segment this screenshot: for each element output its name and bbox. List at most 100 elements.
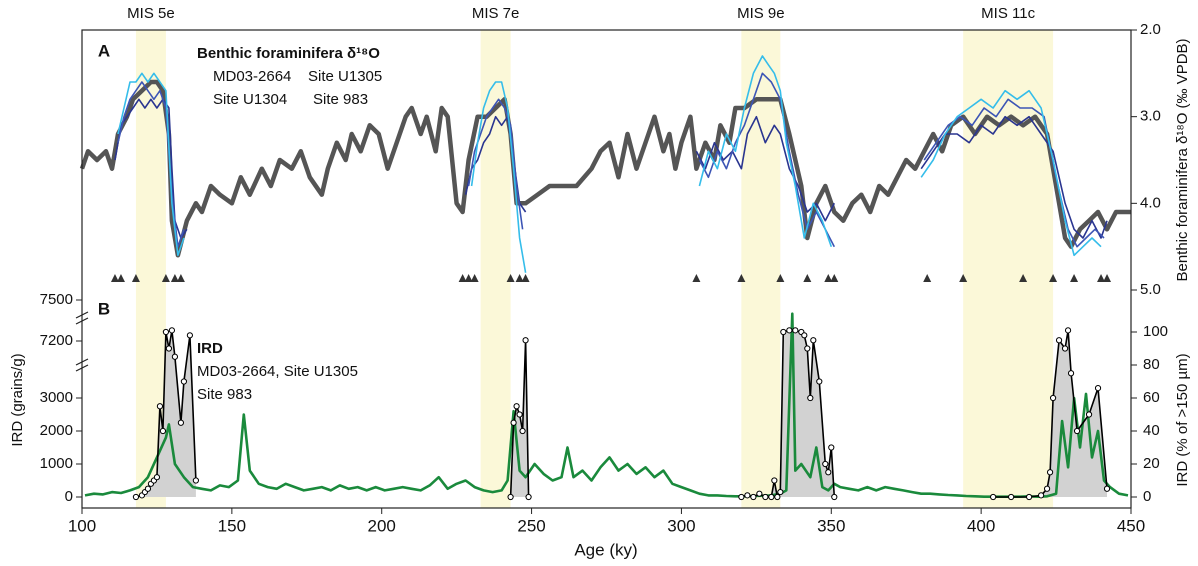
- series-line: [84, 312, 1129, 498]
- x-axis-title: Age (ky): [574, 540, 637, 559]
- marker: [828, 444, 835, 451]
- tie-point: [506, 274, 515, 282]
- marker: [153, 474, 161, 481]
- marker: [513, 403, 520, 410]
- marker: [786, 327, 793, 334]
- marker: [768, 493, 775, 501]
- frame: [81, 29, 1132, 509]
- band-label: MIS 11c: [981, 5, 1035, 22]
- marker: [825, 469, 832, 476]
- y-tick-label: 3000: [40, 389, 73, 406]
- marker: [810, 337, 817, 344]
- marker: [774, 493, 781, 501]
- marker: [519, 427, 526, 435]
- y-tick-label: 4.0: [1140, 194, 1161, 211]
- marker: [168, 327, 176, 334]
- marker: [750, 493, 757, 501]
- tie-point: [170, 274, 179, 282]
- marker: [1067, 370, 1075, 377]
- marker: [162, 328, 170, 336]
- series-line: [114, 98, 1108, 239]
- y2-tick-label: 20: [1143, 455, 1160, 472]
- x-tick-label: 200: [368, 516, 396, 535]
- tie-point: [830, 274, 839, 282]
- x-tick-label: 350: [817, 516, 845, 535]
- marker: [816, 378, 823, 385]
- tie-point: [1103, 274, 1112, 282]
- tie-point: [824, 274, 833, 282]
- band-label: MIS 5e: [127, 5, 175, 22]
- x-tick-label: 450: [1117, 516, 1145, 535]
- marker: [1043, 485, 1051, 492]
- marker: [762, 493, 769, 501]
- tie-point: [923, 274, 932, 282]
- tie-point: [464, 274, 473, 282]
- x-tick-label: 100: [68, 516, 96, 535]
- series-line: [135, 329, 1108, 498]
- tie-point: [458, 274, 467, 282]
- marker: [1055, 337, 1063, 344]
- series-line: [117, 55, 1102, 273]
- marker: [822, 460, 829, 468]
- tie-point: [110, 274, 119, 282]
- tie-point: [116, 274, 125, 282]
- marker: [777, 488, 784, 496]
- marker: [507, 493, 514, 501]
- marker: [186, 332, 193, 339]
- series-line: [117, 72, 1105, 248]
- tie-point: [1097, 274, 1106, 282]
- x-tick-label: 150: [218, 516, 246, 535]
- tie-point: [959, 274, 968, 282]
- legend-title: IRD: [197, 340, 223, 357]
- x-tick-label: 300: [667, 516, 695, 535]
- marker: [1061, 345, 1069, 352]
- y-axis-title: Benthic foraminifera δ¹⁸O (‰ VPDB): [1174, 38, 1191, 281]
- marker: [171, 353, 179, 360]
- marker: [804, 345, 811, 352]
- marker: [1103, 485, 1111, 492]
- marker: [990, 493, 997, 501]
- marker: [165, 345, 173, 352]
- tie-point: [470, 274, 479, 282]
- marker: [831, 493, 838, 501]
- marker: [780, 328, 787, 336]
- plot-area: [79, 55, 1131, 501]
- y2-tick-label: 100: [1143, 323, 1168, 340]
- marker: [771, 477, 778, 484]
- marker: [132, 493, 140, 501]
- tie-point: [161, 274, 170, 282]
- legend-entry: Site 983: [313, 91, 368, 108]
- y2-tick-label: 80: [1143, 356, 1160, 373]
- legend-entry: MD03-2664: [213, 68, 291, 85]
- tie-point: [521, 274, 530, 282]
- marker: [801, 332, 808, 339]
- tie-point: [515, 274, 524, 282]
- y-tick-label: 2.0: [1140, 21, 1161, 38]
- tie-point: [1070, 274, 1079, 282]
- marker: [192, 477, 199, 484]
- panel-label: A: [98, 41, 110, 60]
- marker: [756, 490, 763, 497]
- marker: [510, 419, 517, 426]
- tie-point: [1049, 274, 1058, 282]
- band-label: MIS 7e: [472, 5, 520, 22]
- tie-point: [803, 274, 812, 282]
- marker: [159, 427, 167, 435]
- y2-tick-label: 0: [1143, 488, 1151, 505]
- marker: [156, 403, 164, 410]
- marker: [1073, 427, 1081, 435]
- marker: [516, 411, 523, 418]
- legend-entry: Site U1304: [213, 91, 287, 108]
- y-tick-label: 7200: [40, 332, 73, 349]
- marker: [1049, 394, 1057, 402]
- marker: [1046, 469, 1054, 476]
- band: [741, 30, 781, 508]
- marker: [807, 394, 814, 402]
- marker: [1037, 492, 1045, 499]
- marker: [1025, 493, 1033, 501]
- legend-title: Benthic foraminifera δ¹⁸O: [197, 45, 380, 62]
- marker: [1094, 385, 1102, 392]
- marker: [744, 492, 751, 499]
- legend-entry: MD03-2664, Site U1305: [197, 363, 358, 380]
